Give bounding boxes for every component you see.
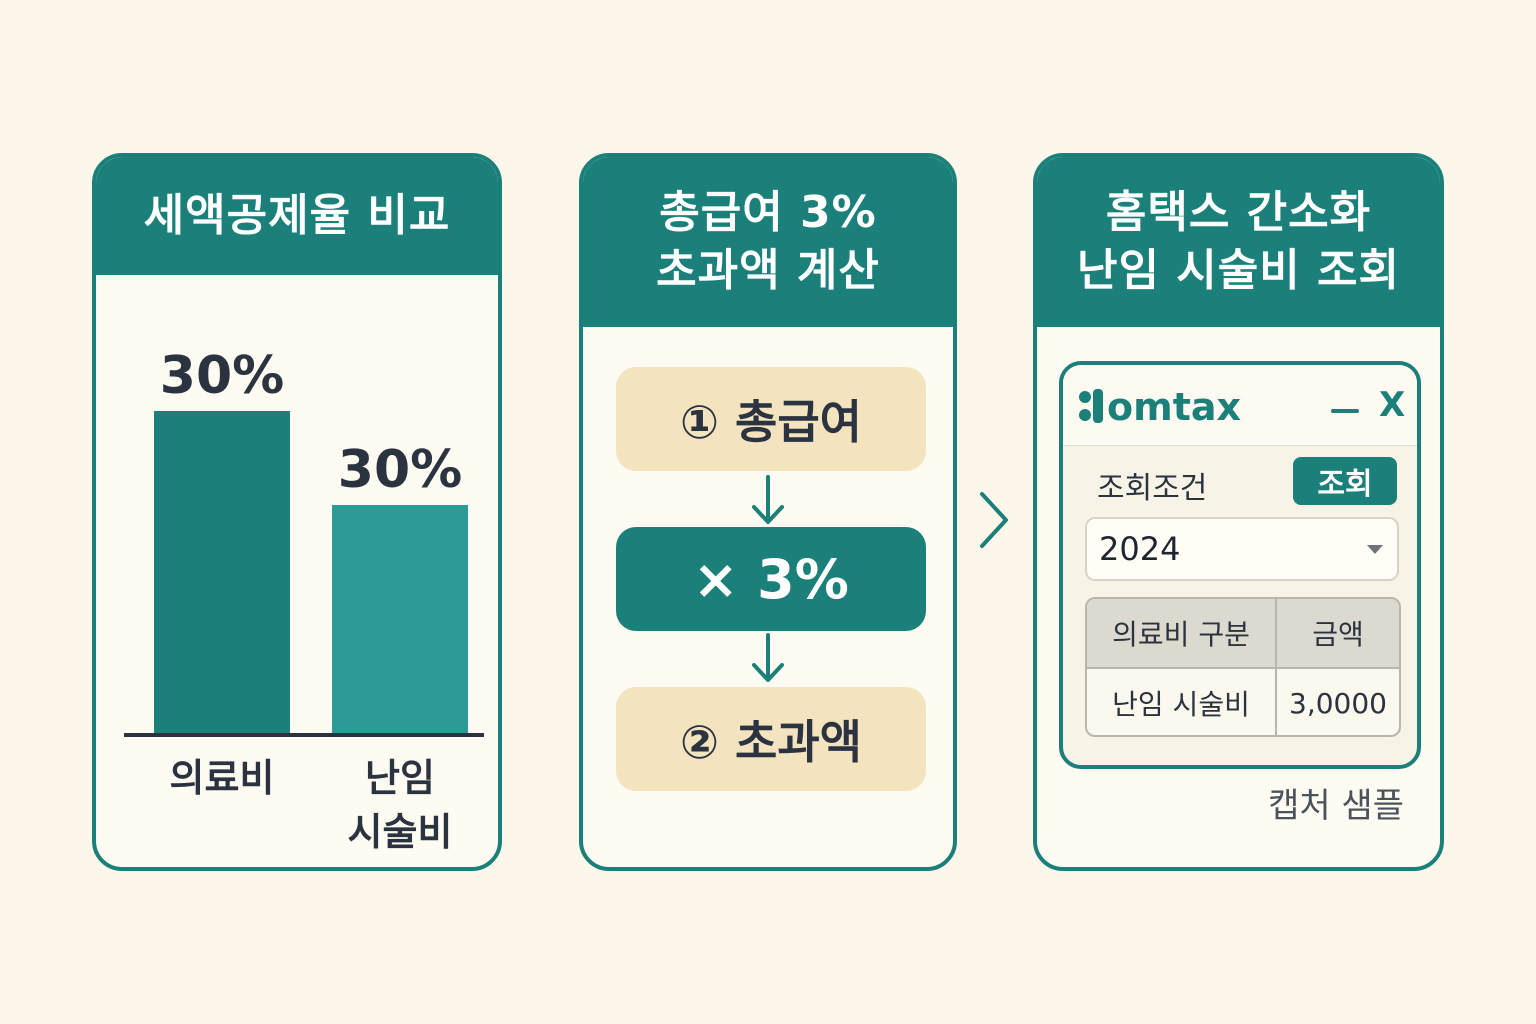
year-value: 2024 bbox=[1099, 530, 1181, 568]
category-label-1: 의료비 bbox=[170, 756, 275, 800]
table-cell-category: 난임 시술비 bbox=[1087, 669, 1277, 735]
medical-expense-table: 의료비 구분 금액 난임 시술비 3,0000 bbox=[1085, 597, 1401, 737]
excess-calc-title-line1: 총급여 3% bbox=[659, 187, 877, 238]
deduction-rate-chart: 30% 의료비 30% 난임 시술비 bbox=[124, 346, 484, 854]
bar-2 bbox=[332, 505, 468, 733]
caret-down-icon bbox=[1367, 545, 1383, 554]
table-cell-amount: 3,0000 bbox=[1289, 686, 1387, 720]
bar-value-label-2: 30% bbox=[338, 440, 462, 500]
deduction-rate-card: 세액공제율 비교 30% 의료비 30% 난임 시술비 bbox=[92, 153, 502, 871]
table-header-row: 의료비 구분 금액 bbox=[1087, 599, 1399, 669]
step-total-salary: ① 총급여 bbox=[616, 367, 926, 471]
logo-text: omtax bbox=[1107, 385, 1242, 429]
step-excess-amount: ② 초과액 bbox=[616, 687, 926, 791]
year-select[interactable]: 2024 bbox=[1085, 517, 1399, 581]
close-icon[interactable]: X bbox=[1379, 385, 1406, 425]
column-header-amount: 금액 bbox=[1312, 618, 1364, 651]
search-condition-label: 조회조건 bbox=[1097, 471, 1208, 506]
homtax-title-line1: 홈택스 간소화 bbox=[1105, 187, 1372, 238]
table-row[interactable]: 난임 시술비 3,0000 bbox=[1087, 669, 1399, 735]
deduction-rate-header: 세액공제율 비교 bbox=[96, 157, 498, 275]
excess-calc-card: 총급여 3% 초과액 계산 ① 총급여 × 3% ② 초과액 bbox=[579, 153, 957, 871]
bar-1 bbox=[154, 411, 290, 733]
capture-sample-caption: 캡처 샘플 bbox=[1268, 786, 1404, 826]
bar-value-label-1: 30% bbox=[160, 346, 284, 406]
homtax-window: omtax X 조회조건 조회 2024 의료비 구분 금액 난임 시술비 3,… bbox=[1059, 361, 1421, 769]
arrow-down-icon bbox=[752, 633, 784, 682]
category-label-2: 난임 시술비 bbox=[348, 756, 453, 854]
minimize-icon[interactable] bbox=[1331, 409, 1359, 413]
homtax-title-line2: 난임 시술비 조회 bbox=[1077, 245, 1400, 296]
homtax-header: 홈택스 간소화 난임 시술비 조회 bbox=[1037, 157, 1440, 327]
window-titlebar: omtax X bbox=[1063, 365, 1417, 446]
column-header-category: 의료비 구분 bbox=[1087, 599, 1277, 667]
arrow-down-icon bbox=[752, 475, 784, 524]
logo-dots-icon bbox=[1079, 389, 1113, 425]
deduction-rate-title: 세액공제율 비교 bbox=[143, 190, 451, 241]
excess-calc-title-line2: 초과액 계산 bbox=[656, 245, 880, 296]
step-multiply-3-percent: × 3% bbox=[616, 527, 926, 631]
homtax-logo: omtax bbox=[1079, 385, 1241, 429]
excess-calc-header: 총급여 3% 초과액 계산 bbox=[583, 157, 953, 327]
search-button[interactable]: 조회 bbox=[1293, 457, 1397, 505]
chevron-right-icon bbox=[980, 492, 1008, 548]
homtax-card: 홈택스 간소화 난임 시술비 조회 omtax X 조회조건 조회 2024 의… bbox=[1033, 153, 1444, 871]
